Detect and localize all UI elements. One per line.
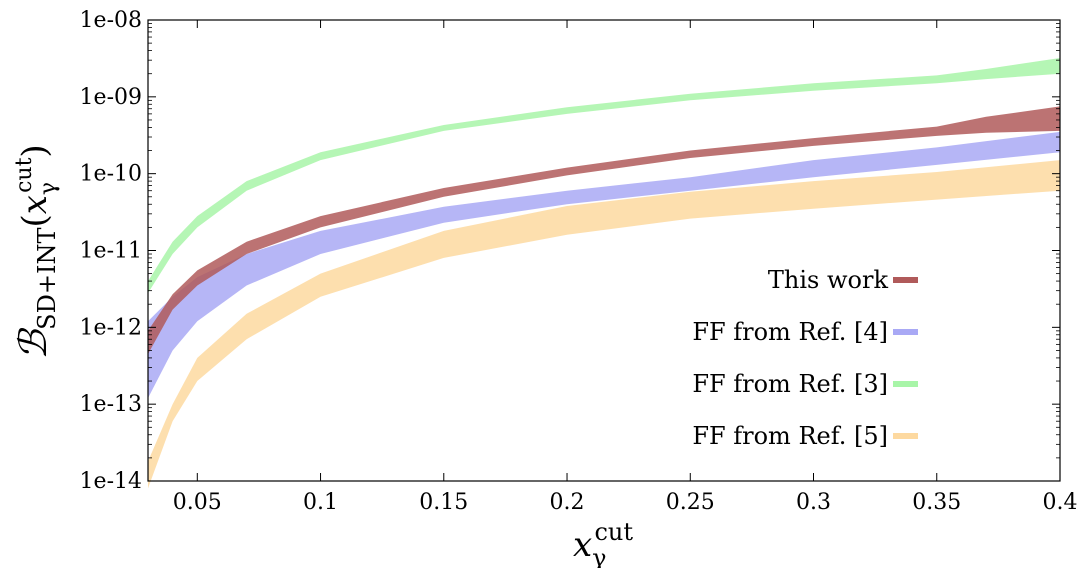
- tick-layer: 0.05 0.1 0.15 0.2 0.25 0.3 0.35 0.4 1e-08 1e-09 1e…: [80, 8, 1078, 515]
- legend-swatch: [893, 381, 918, 387]
- y-tick-label: 1e-09: [80, 85, 142, 110]
- x-tick-label: 0.25: [666, 490, 715, 515]
- legend-item-ff-from-ref-5: FF from Ref. [5]: [692, 422, 918, 450]
- band-ff-from-ref-3: [148, 58, 1060, 293]
- band-layer: [148, 58, 1060, 489]
- y-axis-title: ℬSD+INT(xγcut): [11, 144, 61, 359]
- x-tick-label: 0.4: [1043, 490, 1078, 515]
- x-tick-label: 0.1: [303, 490, 338, 515]
- legend-label: FF from Ref. [4]: [692, 318, 888, 346]
- y-tick-label: 1e-08: [80, 8, 142, 33]
- x-tick-label: 0.35: [912, 490, 961, 515]
- band-ff-from-ref-5: [148, 160, 1060, 489]
- x-tick-label: 0.15: [419, 490, 468, 515]
- x-axis-title: xγcut: [573, 518, 633, 568]
- legend: This work FF from Ref. [4] FF from Ref. [3…: [692, 266, 918, 450]
- legend-label: FF from Ref. [3]: [692, 370, 888, 398]
- legend-item-ff-from-ref-4: FF from Ref. [4]: [692, 318, 918, 346]
- legend-swatch: [893, 277, 918, 283]
- band-ff-from-ref-4: [148, 131, 1060, 399]
- legend-swatch: [893, 433, 918, 439]
- axis-titles: xγcut ℬSD+INT(xγcut): [11, 144, 633, 572]
- x-tick-label: 0.3: [796, 490, 831, 515]
- legend-item-this-work: This work: [768, 266, 918, 294]
- legend-label: This work: [768, 266, 889, 294]
- y-tick-label: 1e-14: [80, 469, 142, 494]
- x-tick-label: 0.2: [550, 490, 585, 515]
- legend-item-ff-from-ref-3: FF from Ref. [3]: [692, 370, 918, 398]
- y-tick-label: 1e-13: [80, 392, 142, 417]
- y-tick-label: 1e-12: [80, 315, 142, 340]
- legend-swatch: [893, 329, 918, 335]
- y-tick-label: 1e-11: [80, 239, 142, 264]
- band-this-work: [148, 106, 1060, 355]
- x-tick-label: 0.05: [173, 490, 222, 515]
- y-tick-label: 1e-10: [80, 162, 142, 187]
- legend-label: FF from Ref. [5]: [692, 422, 888, 450]
